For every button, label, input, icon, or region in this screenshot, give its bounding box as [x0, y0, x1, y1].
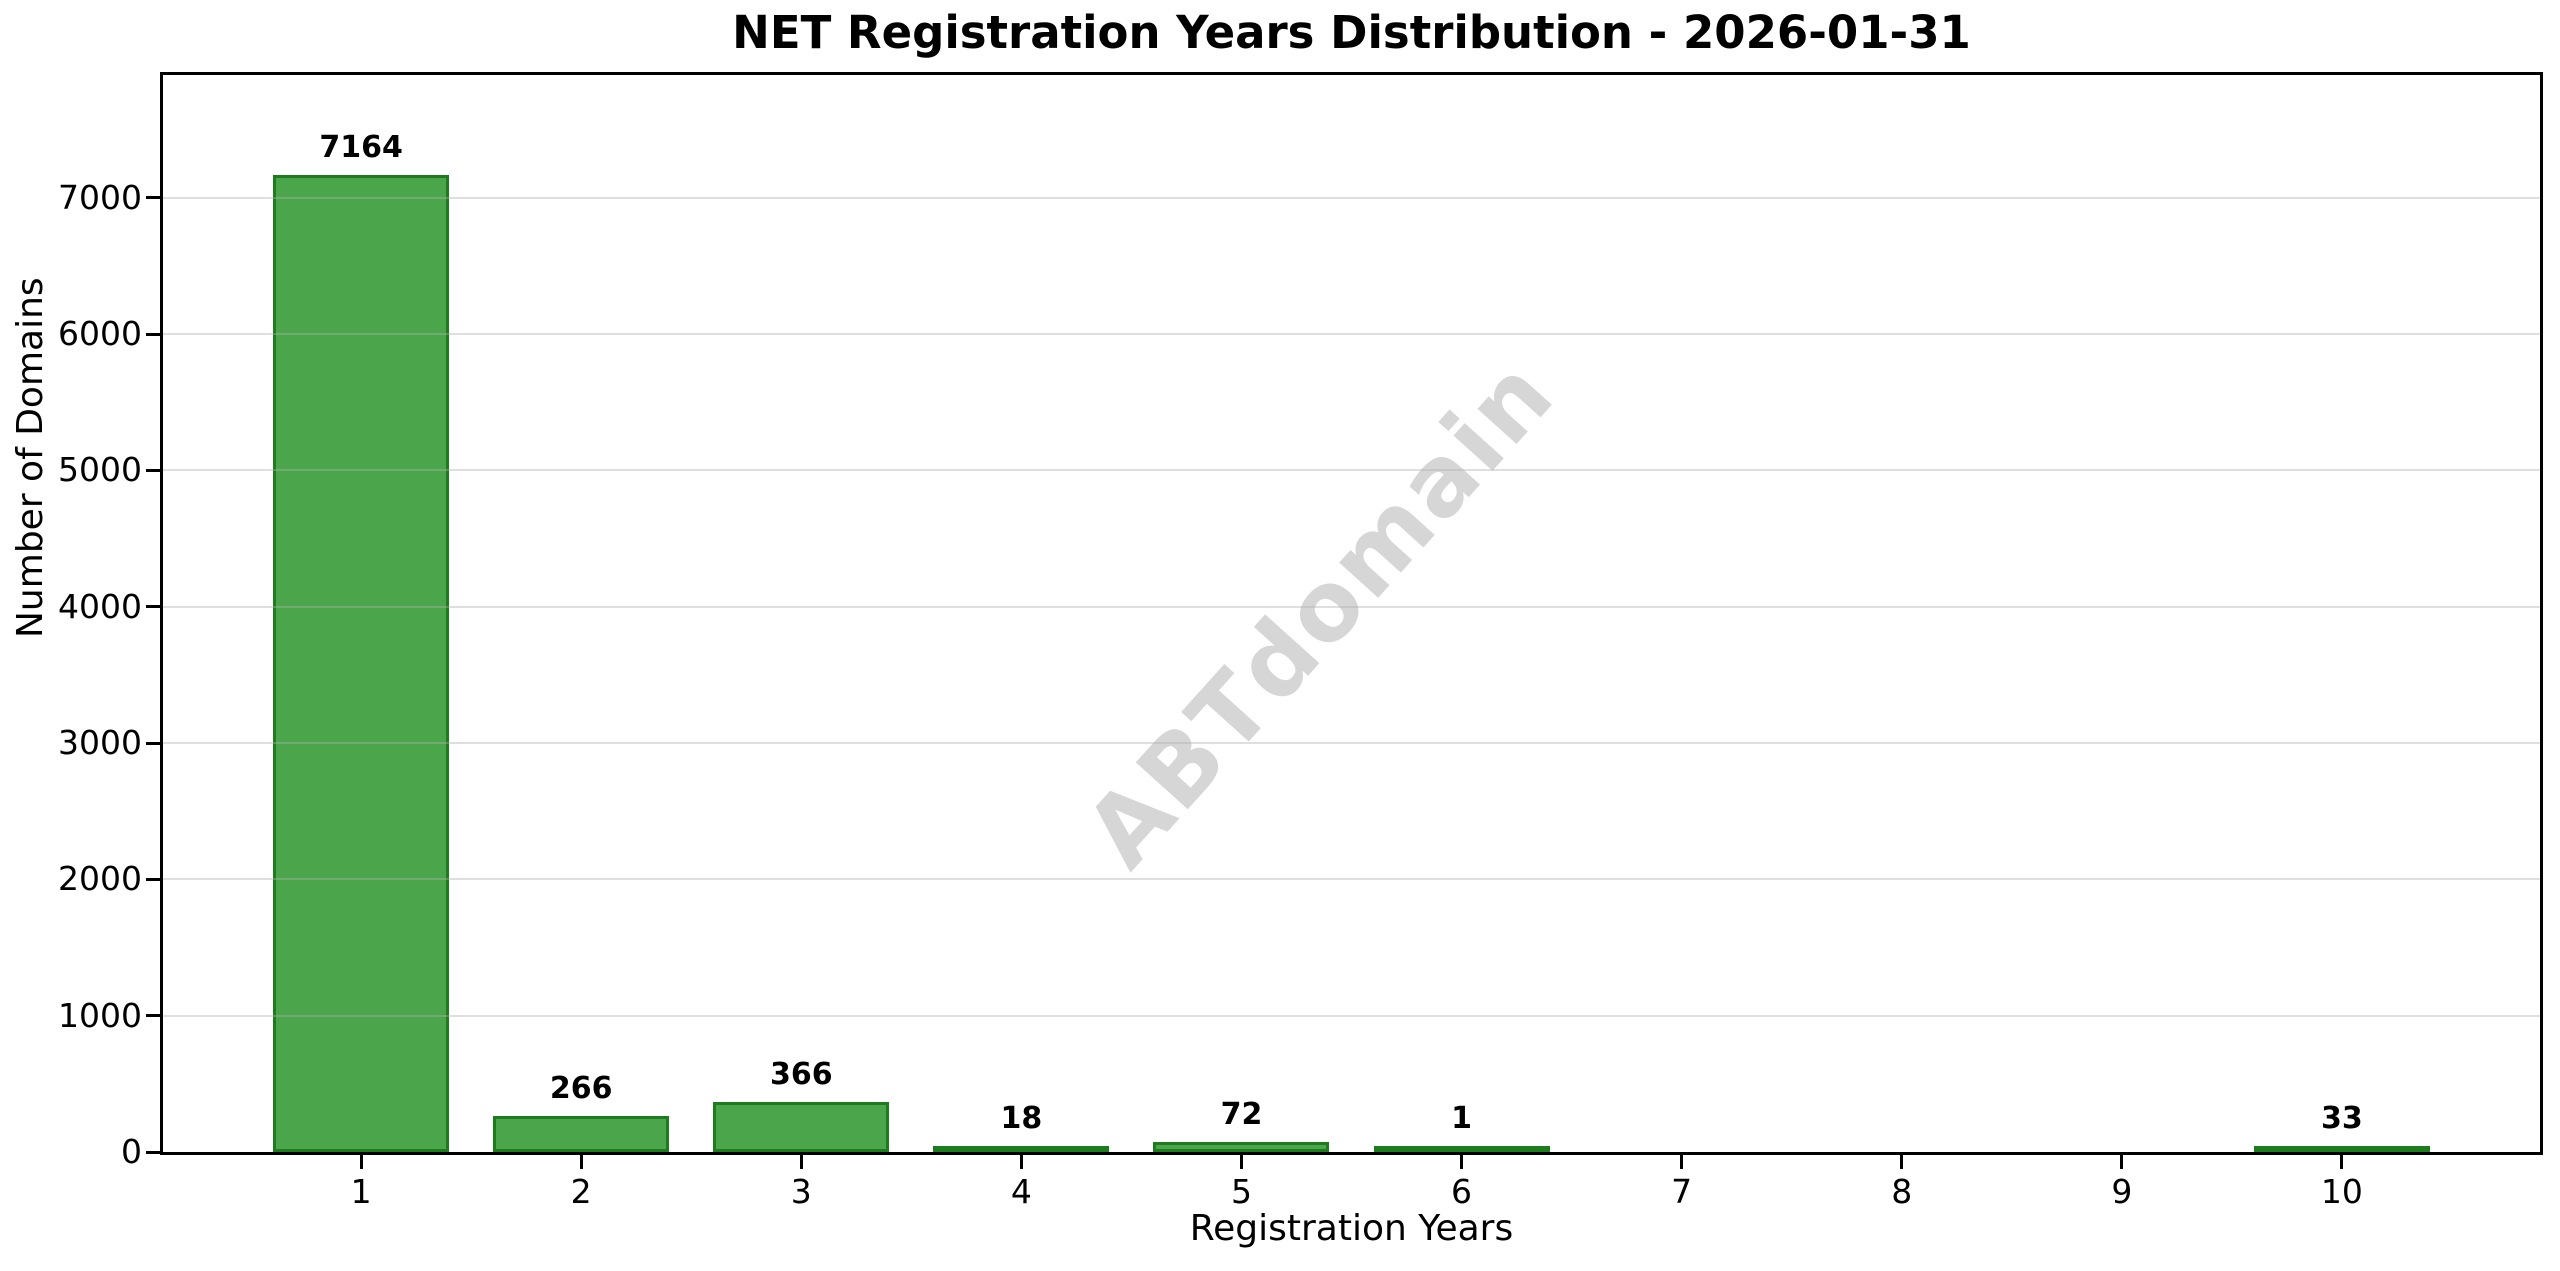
x-axis-tick: [2120, 1155, 2124, 1169]
x-tick-label: 3: [790, 1172, 812, 1211]
y-axis-tick: [146, 1014, 160, 1018]
x-axis-tick: [2340, 1155, 2344, 1169]
x-axis-tick: [799, 1155, 803, 1169]
y-axis-tick: [146, 605, 160, 609]
x-axis-tick: [359, 1155, 363, 1169]
x-tick-label: 5: [1230, 1172, 1252, 1211]
y-axis-tick: [146, 741, 160, 745]
y-gridline: [163, 605, 2540, 608]
bar-value-label: 366: [769, 1057, 833, 1093]
plot-area: ABTdomain 7164 266 366 18 72 1 33: [160, 72, 2543, 1155]
x-axis-label: Registration Years: [1189, 1208, 1514, 1249]
bar-value-label: 33: [2321, 1101, 2363, 1136]
bar: [273, 175, 450, 1152]
bar: [713, 1102, 890, 1152]
y-axis-tick: [146, 332, 160, 336]
bar: [1373, 1146, 1550, 1152]
y-tick-label: 3000: [58, 723, 142, 762]
x-tick-label: 6: [1451, 1172, 1473, 1211]
bar-value-label: 18: [1000, 1101, 1043, 1136]
y-gridline: [163, 878, 2540, 881]
y-axis-tick: [146, 468, 160, 472]
x-axis-tick: [1680, 1155, 1684, 1169]
x-axis-tick: [579, 1155, 583, 1169]
y-tick-label: 6000: [58, 314, 142, 354]
bar-value-label: 1: [1451, 1101, 1472, 1136]
y-tick-label: 4000: [58, 586, 142, 626]
bar: [1153, 1142, 1330, 1152]
y-tick-label: 5000: [58, 450, 142, 490]
x-tick-label: 1: [350, 1172, 372, 1211]
y-tick-label: 1000: [58, 995, 142, 1035]
chart-title: NET Registration Years Distribution - 20…: [732, 6, 1971, 59]
y-tick-label: 7000: [58, 177, 142, 217]
x-axis-tick: [1239, 1155, 1243, 1169]
y-gridline: [163, 469, 2540, 472]
x-axis-tick: [1460, 1155, 1464, 1169]
y-gridline: [163, 333, 2540, 336]
x-axis-tick: [1019, 1155, 1023, 1169]
x-tick-label: 2: [570, 1172, 592, 1211]
y-gridline: [163, 196, 2540, 199]
bar-value-label: 7164: [319, 130, 403, 166]
watermark: ABTdomain: [1064, 337, 1576, 889]
y-axis-tick: [146, 1150, 160, 1154]
y-axis-tick: [146, 196, 160, 200]
bar: [2253, 1146, 2430, 1152]
x-tick-label: 8: [1891, 1172, 1913, 1211]
y-tick-label: 0: [121, 1132, 142, 1171]
y-gridline: [163, 742, 2540, 744]
y-gridline: [163, 1014, 2540, 1017]
x-tick-label: 7: [1671, 1172, 1693, 1211]
x-tick-label: 9: [2111, 1172, 2133, 1211]
bar-value-label: 72: [1220, 1097, 1263, 1133]
y-axis-tick: [146, 877, 160, 881]
x-tick-label: 10: [2320, 1172, 2363, 1211]
y-tick-label: 2000: [58, 859, 142, 899]
bar: [493, 1115, 670, 1152]
bar-value-label: 266: [549, 1070, 613, 1106]
bar: [933, 1146, 1110, 1152]
x-axis-tick: [1900, 1155, 1904, 1169]
x-tick-label: 4: [1010, 1172, 1032, 1211]
